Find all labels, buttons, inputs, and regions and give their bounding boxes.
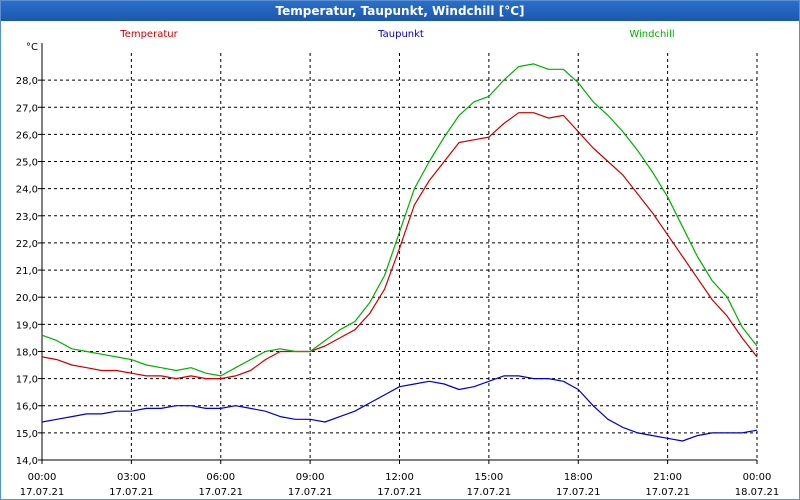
y-tick-label: 19,0: [16, 320, 38, 331]
y-tick-label: 18,0: [16, 347, 38, 358]
series-line-taupunkt: [41, 375, 758, 442]
y-tick-label: 17,0: [16, 375, 38, 386]
y-tick-label: 15,0: [16, 429, 38, 440]
axes: [38, 43, 758, 464]
x-tick-time: 03:00: [117, 472, 146, 483]
y-tick-label: 24,0: [16, 185, 38, 196]
y-tick-label: 26,0: [16, 130, 38, 141]
x-tick-date: 17.07.21: [288, 487, 333, 498]
x-tick-date: 17.07.21: [198, 487, 243, 498]
x-tick-date: 17.07.21: [20, 487, 65, 498]
x-tick-time: 18:00: [564, 472, 593, 483]
y-tick-label: 23,0: [16, 212, 38, 223]
y-tick-label: 14,0: [16, 456, 38, 467]
x-tick-time: 00:00: [28, 472, 57, 483]
y-tick-label: 22,0: [16, 239, 38, 250]
x-tick-time: 12:00: [385, 472, 414, 483]
series-lines: [41, 63, 758, 442]
x-tick-time: 09:00: [296, 472, 325, 483]
x-tick-time: 15:00: [474, 472, 503, 483]
grid: [41, 53, 758, 460]
legend: Temperatur Taupunkt Windchill: [119, 29, 674, 40]
x-tick-time: 06:00: [206, 472, 235, 483]
legend-windchill: Windchill: [629, 29, 674, 40]
y-tick-label: 25,0: [16, 158, 38, 169]
y-tick-label: 20,0: [16, 293, 38, 304]
x-tick-time: 00:00: [743, 472, 772, 483]
x-tick-time: 21:00: [653, 472, 682, 483]
x-tick-date: 17.07.21: [645, 487, 690, 498]
tick-labels: 14,0 15,0 16,0 17,0 18,0 19,0 20,0 21,0 22,0 23,0…: [16, 42, 780, 498]
x-tick-date: 17.07.21: [467, 487, 512, 498]
y-tick-label: 21,0: [16, 266, 38, 277]
x-tick-date: 18.07.21: [735, 487, 780, 498]
legend-taupunkt: Taupunkt: [377, 29, 424, 40]
window-title: Temperatur, Taupunkt, Windchill [°C]: [1, 1, 799, 21]
y-axis-label: °C: [26, 42, 38, 53]
series-line-temperatur: [41, 112, 758, 380]
x-tick-date: 17.07.21: [109, 487, 154, 498]
x-tick-date: 17.07.21: [377, 487, 422, 498]
legend-temperatur: Temperatur: [119, 29, 178, 40]
x-tick-date: 17.07.21: [556, 487, 601, 498]
y-tick-label: 27,0: [16, 103, 38, 114]
series-line-windchill: [41, 63, 758, 377]
y-tick-label: 28,0: [16, 76, 38, 87]
y-tick-label: 16,0: [16, 402, 38, 413]
